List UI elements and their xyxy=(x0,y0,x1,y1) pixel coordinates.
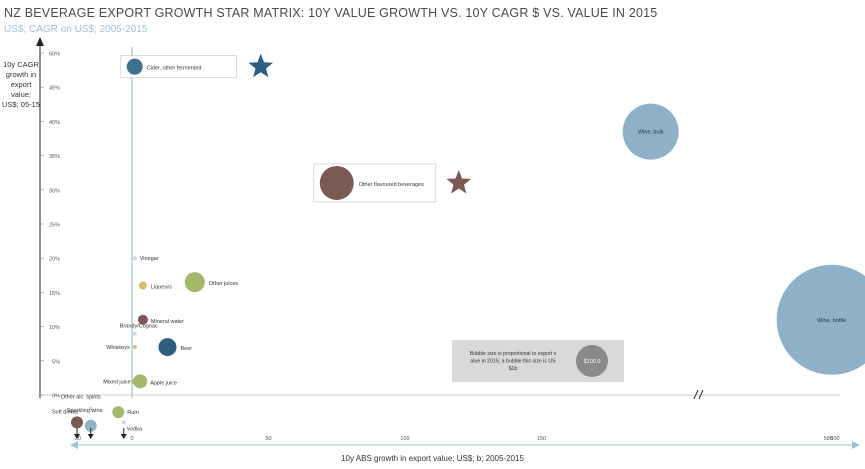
x-tick-label: 0 xyxy=(130,436,133,442)
bubble-liqueurs xyxy=(138,281,147,290)
axis-break-mark xyxy=(698,389,704,400)
point-label: Rum xyxy=(127,410,139,416)
bubble-sparkling-wine xyxy=(84,419,97,432)
y-axis-arrowhead xyxy=(36,37,44,46)
point-label: Liqueurs xyxy=(151,285,172,291)
legend-note-text: $1b xyxy=(509,366,518,372)
bubble-rum xyxy=(112,406,125,419)
down-arrow-icon xyxy=(87,434,94,439)
point-label: Other alc. spirits xyxy=(61,395,101,401)
star-icon xyxy=(248,53,274,78)
point-label: Vodka xyxy=(127,426,143,432)
bubble-mineral-water xyxy=(137,314,148,325)
x-axis-label: 10y ABS growth in export value; US$; b; … xyxy=(341,454,524,463)
y-tick-label: 35% xyxy=(49,154,60,160)
bubble-vodka xyxy=(121,420,126,425)
chart-subtitle: US$; CAGR on US$; 2005-2015 xyxy=(4,24,148,35)
y-tick-label: 0% xyxy=(52,394,60,400)
point-label: Sparkling wine xyxy=(67,408,103,414)
point-label: Wine, bottle xyxy=(817,318,846,324)
point-label: Mineral water xyxy=(151,319,184,325)
point-label: Other flavoured beverages xyxy=(359,182,424,188)
bubble-soft-drinks xyxy=(71,416,83,429)
star-icon xyxy=(446,170,472,194)
point-label: Other juices xyxy=(209,281,239,287)
bubble-other-juices xyxy=(184,272,205,293)
x-tick-label: 100 xyxy=(400,436,409,442)
point-label: Apple juice xyxy=(150,380,177,386)
bubble-wine-bulk xyxy=(622,103,679,160)
y-tick-label: 5% xyxy=(52,359,60,365)
bubble-other-alc-spirits xyxy=(88,406,93,411)
y-tick-label: 10% xyxy=(49,325,60,331)
x-axis-arrow-right xyxy=(852,441,860,449)
chart-title: NZ BEVERAGE EXPORT GROWTH STAR MATRIX: 1… xyxy=(4,6,658,20)
point-label-box xyxy=(120,55,238,79)
down-arrow-icon xyxy=(120,434,127,439)
legend-note-text: Bubble size is proportional to export v xyxy=(470,351,557,357)
bubble-vinegar xyxy=(132,256,137,261)
y-tick-label: 25% xyxy=(49,223,60,229)
point-label: Beer xyxy=(180,346,192,352)
x-tick-label: 580 xyxy=(824,436,833,442)
bubble-beer xyxy=(158,338,177,357)
y-tick-label: 30% xyxy=(49,188,60,194)
y-tick-label: 20% xyxy=(49,257,60,263)
bubble-whiskeys xyxy=(132,345,137,350)
y-tick-label: 50% xyxy=(49,52,60,58)
y-tick-label: 45% xyxy=(49,86,60,92)
y-tick-label: 40% xyxy=(49,120,60,126)
legend-reference-value: $100.0 xyxy=(584,359,601,365)
point-label: Soft drinks xyxy=(52,409,78,415)
x-tick-label: 600 xyxy=(830,436,839,442)
x-axis-arrow-left xyxy=(70,441,78,449)
y-axis-label: 10y CAGR growth in export value; US$; 05… xyxy=(2,60,40,109)
bubble-cider-other-fermented xyxy=(126,58,143,75)
bubble-brandy-cognac xyxy=(132,331,137,336)
point-label: Whiskeys xyxy=(106,345,130,351)
bubble-other-flavoured-beverages xyxy=(319,165,354,200)
y-tick-label: 15% xyxy=(49,291,60,297)
point-label: Vinegar xyxy=(140,256,159,262)
point-label: Cider, other fermented xyxy=(147,66,202,72)
axis-break-mark xyxy=(693,389,699,400)
legend-note-text: alue in 2015; a bubble this size is US xyxy=(470,359,556,365)
x-tick-label: 150 xyxy=(537,436,546,442)
down-arrow-icon xyxy=(74,434,80,439)
x-tick-label: 50 xyxy=(265,436,271,442)
bubble-apple-juice xyxy=(133,374,148,389)
point-label: Wine, bulk xyxy=(638,130,664,136)
point-label: Brandy/Cognac xyxy=(120,323,158,329)
point-label: Mixed juice xyxy=(103,379,131,385)
bubble-wine-bottle xyxy=(776,264,865,375)
legend-reference-bubble xyxy=(576,345,608,377)
